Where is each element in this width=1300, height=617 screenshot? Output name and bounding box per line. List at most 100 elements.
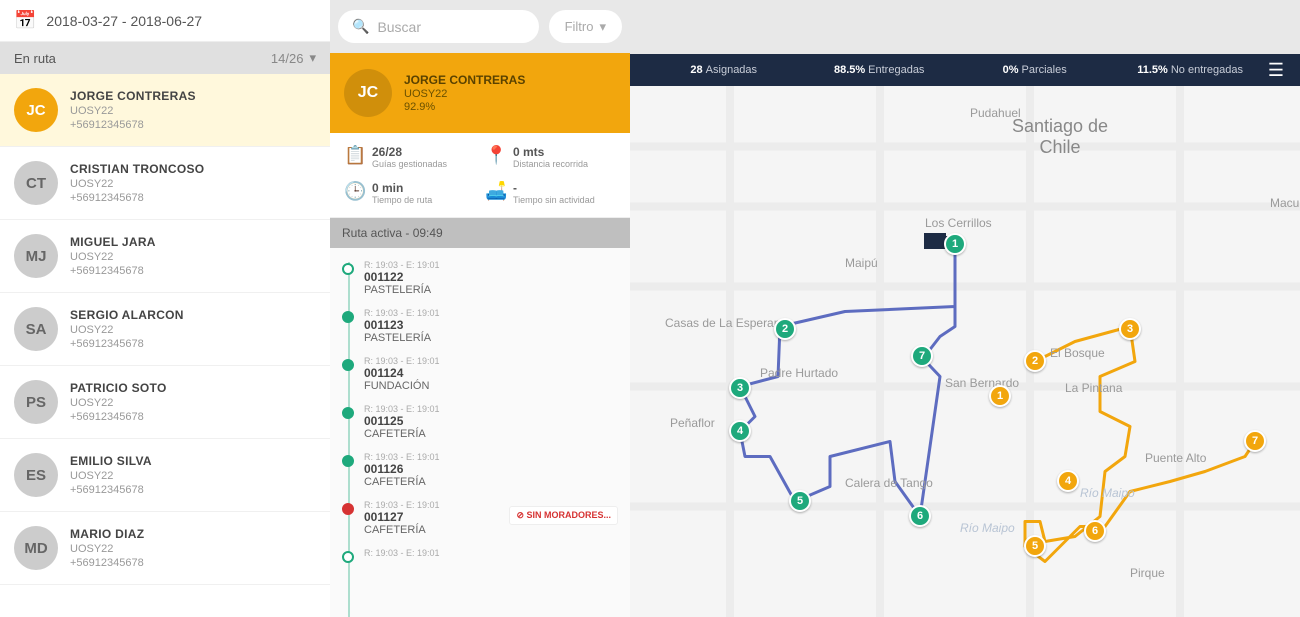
avatar: JC — [344, 69, 392, 117]
driver-phone: +56912345678 — [70, 192, 204, 204]
driver-item[interactable]: CT CRISTIAN TRONCOSO UOSY22 +56912345678 — [0, 147, 330, 220]
status-label: En ruta — [14, 51, 56, 66]
stat-asignadas: 28Asignadas — [646, 64, 801, 76]
stop-dot-icon — [342, 503, 354, 515]
map-marker[interactable]: 2 — [1024, 350, 1046, 372]
map-marker[interactable]: 6 — [909, 505, 931, 527]
map-marker[interactable]: 4 — [1057, 470, 1079, 492]
stop-dot-icon — [342, 407, 354, 419]
clipboard-icon: 📋 — [344, 145, 364, 166]
calendar-icon: 📅 — [14, 10, 36, 31]
stop-id: 001122 — [364, 270, 440, 284]
spacer — [630, 0, 1300, 54]
map[interactable]: PudahuelSantiago de ChileMaculLos Cerril… — [630, 86, 1300, 617]
driver-item[interactable]: SA SERGIO ALARCON UOSY22 +56912345678 — [0, 293, 330, 366]
avatar: MJ — [14, 234, 58, 278]
status-count-toggle[interactable]: 14/26 ▾ — [271, 50, 316, 66]
stop-name: FUNDACIÓN — [364, 380, 440, 392]
stats-bar: 28Asignadas 88.5%Entregadas 0%Parciales … — [630, 54, 1300, 86]
stop-times: R: 19:03 - E: 19:01 — [364, 308, 440, 318]
driver-name: MIGUEL JARA — [70, 235, 156, 249]
avatar: JC — [14, 88, 58, 132]
stop-name: CAFETERÍA — [364, 476, 440, 488]
avatar: PS — [14, 380, 58, 424]
driver-code: UOSY22 — [70, 470, 152, 482]
stop-times: R: 19:03 - E: 19:01 — [364, 452, 440, 462]
stat-no-entregadas: 11.5%No entregadas — [1112, 64, 1267, 76]
clock-icon: 🕒 — [344, 181, 364, 202]
app-root: 📅 2018-03-27 - 2018-06-27 En ruta 14/26 … — [0, 0, 1300, 617]
stop-id: 001127 — [364, 510, 440, 524]
filter-button[interactable]: Filtro ▾ — [549, 10, 622, 43]
chevron-down-icon: ▾ — [599, 19, 606, 35]
drivers-list: JC JORGE CONTRERAS UOSY22 +56912345678 C… — [0, 74, 330, 617]
stop-item[interactable]: R: 19:03 - E: 19:01 001126 CAFETERÍA — [342, 446, 618, 494]
stop-times: R: 19:03 - E: 19:01 — [364, 548, 440, 558]
avatar: CT — [14, 161, 58, 205]
stop-times: R: 19:03 - E: 19:01 — [364, 260, 440, 270]
truck-icon — [924, 233, 946, 249]
map-marker[interactable]: 7 — [1244, 430, 1266, 452]
chevron-down-icon: ▾ — [309, 50, 316, 66]
stop-dot-icon — [342, 311, 354, 323]
stop-item[interactable]: R: 19:03 - E: 19:01 001122 PASTELERÍA — [342, 254, 618, 302]
stop-id: 001126 — [364, 462, 440, 476]
driver-name: MARIO DIAZ — [70, 527, 144, 541]
driver-item[interactable]: ES EMILIO SILVA UOSY22 +56912345678 — [0, 439, 330, 512]
driver-code: UOSY22 — [70, 105, 196, 117]
status-bar: En ruta 14/26 ▾ — [0, 42, 330, 74]
filter-label: Filtro — [565, 19, 594, 34]
driver-phone: +56912345678 — [70, 557, 144, 569]
stop-name: PASTELERÍA — [364, 332, 440, 344]
avatar: ES — [14, 453, 58, 497]
stop-item[interactable]: R: 19:03 - E: 19:01 — [342, 542, 618, 569]
stop-dot-icon — [342, 263, 354, 275]
date-range-picker[interactable]: 📅 2018-03-27 - 2018-06-27 — [0, 0, 330, 42]
driver-code: UOSY22 — [70, 543, 144, 555]
map-marker[interactable]: 4 — [729, 420, 751, 442]
driver-phone: +56912345678 — [70, 484, 152, 496]
map-marker[interactable]: 3 — [1119, 318, 1141, 340]
map-marker[interactable]: 5 — [789, 490, 811, 512]
stop-dot-icon — [342, 551, 354, 563]
pin-icon: 📍 — [485, 145, 505, 166]
stop-item[interactable]: R: 19:03 - E: 19:01 001123 PASTELERÍA — [342, 302, 618, 350]
stop-item[interactable]: R: 19:03 - E: 19:01 001124 FUNDACIÓN — [342, 350, 618, 398]
map-marker[interactable]: 3 — [729, 377, 751, 399]
search-icon: 🔍 — [352, 18, 369, 35]
date-range-text: 2018-03-27 - 2018-06-27 — [46, 13, 202, 29]
driver-pct: 92.9% — [404, 101, 525, 113]
stop-name: PASTELERÍA — [364, 284, 440, 296]
map-marker[interactable]: 1 — [989, 385, 1011, 407]
search-placeholder: Buscar — [377, 19, 421, 35]
stat-parciales: 0%Parciales — [957, 64, 1112, 76]
driver-phone: +56912345678 — [70, 265, 156, 277]
driver-item[interactable]: PS PATRICIO SOTO UOSY22 +56912345678 — [0, 366, 330, 439]
menu-icon[interactable]: ☰ — [1268, 60, 1284, 81]
stop-id: 001123 — [364, 318, 440, 332]
map-marker[interactable]: 2 — [774, 318, 796, 340]
metric-idle-time: 🛋️ - Tiempo sin actividad — [485, 181, 616, 205]
driver-item[interactable]: MJ MIGUEL JARA UOSY22 +56912345678 — [0, 220, 330, 293]
driver-code: UOSY22 — [70, 178, 204, 190]
stop-item[interactable]: R: 19:03 - E: 19:01 001127 CAFETERÍA ⊘ S… — [342, 494, 618, 542]
stop-dot-icon — [342, 455, 354, 467]
search-input[interactable]: 🔍 Buscar — [338, 10, 539, 43]
route-panel: 🔍 Buscar Filtro ▾ JC JORGE CONTRERAS UOS… — [330, 0, 630, 617]
driver-item[interactable]: MD MARIO DIAZ UOSY22 +56912345678 — [0, 512, 330, 585]
metric-distance: 📍 0 mts Distancia recorrida — [485, 145, 616, 169]
driver-name: PATRICIO SOTO — [70, 381, 167, 395]
map-marker[interactable]: 7 — [911, 345, 933, 367]
driver-name: JORGE CONTRERAS — [404, 73, 525, 87]
driver-name: CRISTIAN TRONCOSO — [70, 162, 204, 176]
driver-item[interactable]: JC JORGE CONTRERAS UOSY22 +56912345678 — [0, 74, 330, 147]
map-marker[interactable]: 5 — [1024, 535, 1046, 557]
driver-name: SERGIO ALARCON — [70, 308, 184, 322]
stop-item[interactable]: R: 19:03 - E: 19:01 001125 CAFETERÍA — [342, 398, 618, 446]
stop-name: CAFETERÍA — [364, 428, 440, 440]
map-panel: 28Asignadas 88.5%Entregadas 0%Parciales … — [630, 0, 1300, 617]
map-marker[interactable]: 6 — [1084, 520, 1106, 542]
map-marker[interactable]: 1 — [944, 233, 966, 255]
route-active-header: Ruta activa - 09:49 — [330, 218, 630, 248]
drivers-panel: 📅 2018-03-27 - 2018-06-27 En ruta 14/26 … — [0, 0, 330, 617]
